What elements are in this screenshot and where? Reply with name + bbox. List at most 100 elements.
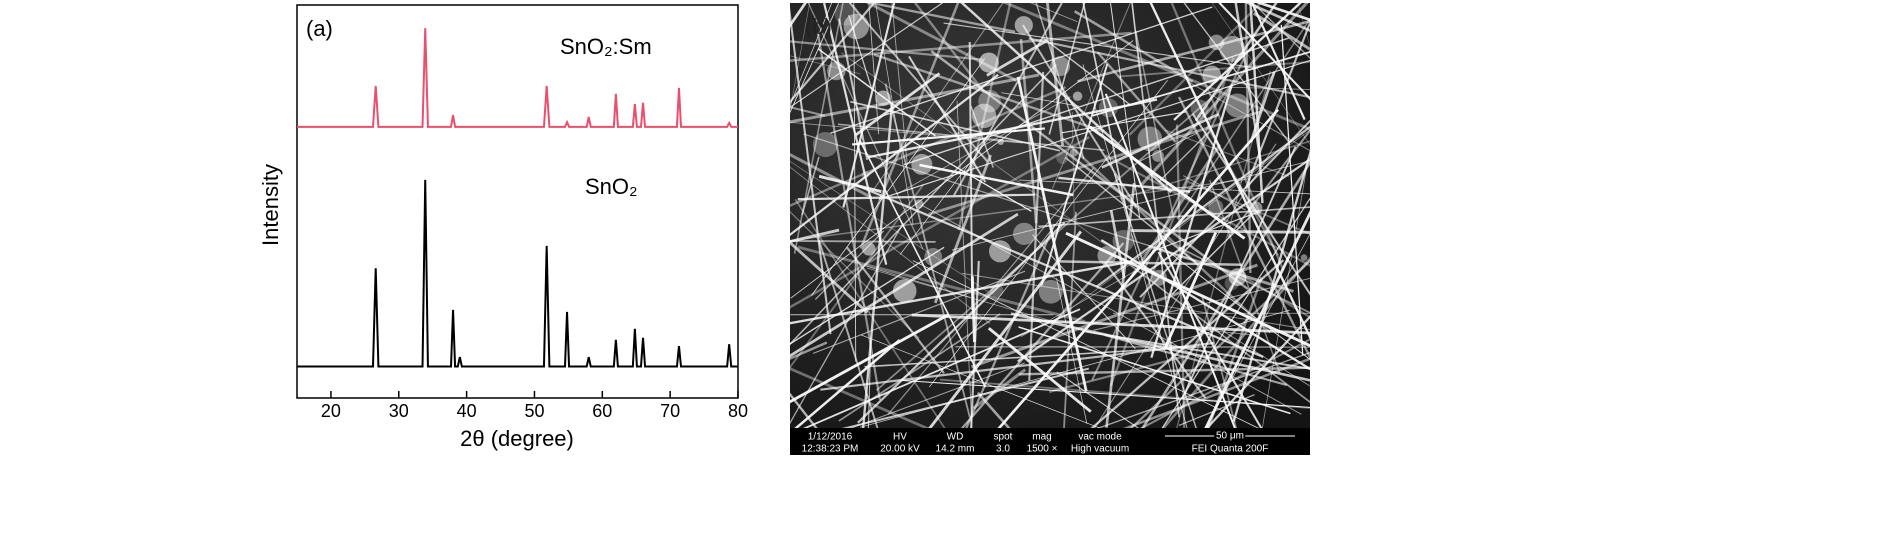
fiber [1250, 3, 1306, 121]
fiber [1176, 70, 1272, 428]
info-text: mag [1032, 432, 1051, 443]
fiber [1001, 92, 1079, 107]
fiber [790, 210, 920, 339]
fiber-cluster [1056, 152, 1069, 164]
fiber [1134, 30, 1175, 217]
panel-label: (a) [306, 16, 333, 41]
fiber [1221, 329, 1310, 387]
fiber-cluster [1137, 126, 1163, 152]
fiber [860, 334, 1101, 428]
fiber [913, 3, 985, 93]
fiber [976, 391, 1011, 428]
fiber [794, 338, 901, 428]
fiber [790, 240, 869, 314]
fiber-cluster [843, 13, 870, 40]
fiber [1065, 231, 1310, 348]
panel-label: (b) [805, 14, 832, 39]
fiber [930, 50, 1249, 290]
info-bar [790, 428, 1310, 455]
fiber [790, 64, 1057, 346]
fiber [1244, 3, 1252, 274]
fiber [1139, 3, 1309, 187]
fiber [1061, 111, 1187, 134]
fiber [811, 58, 986, 296]
info-text: 20.00 kV [880, 444, 920, 455]
x-tick-label: 80 [728, 401, 748, 421]
series-label: SnO₂:Sm [560, 34, 652, 59]
fiber [790, 367, 930, 428]
info-text: vac mode [1078, 432, 1122, 443]
fiber [866, 3, 1016, 33]
fiber [1049, 354, 1189, 393]
fiber [1050, 129, 1310, 324]
fiber [1030, 3, 1078, 23]
fiber [797, 245, 1086, 323]
fiber [1010, 312, 1310, 382]
fiber [790, 3, 944, 109]
fiber [816, 32, 881, 400]
fiber [1158, 131, 1210, 183]
fiber [1105, 182, 1136, 428]
fiber [1110, 3, 1141, 218]
fiber [1040, 63, 1109, 286]
x-tick-label: 30 [389, 401, 409, 421]
fiber [907, 137, 1032, 212]
fiber [790, 260, 1133, 325]
fiber [1139, 119, 1310, 298]
fiber-cluster [1208, 34, 1225, 51]
fiber [878, 59, 1310, 200]
fiber [1234, 3, 1263, 165]
fiber-cluster [1012, 222, 1036, 245]
fiber [807, 3, 924, 250]
fiber [1194, 3, 1278, 122]
fiber [908, 55, 987, 183]
series-label: SnO₂ [585, 174, 638, 199]
fiber [841, 367, 1090, 428]
fiber [1205, 233, 1310, 428]
x-axis-label: 2θ (degree) [460, 426, 574, 451]
fiber [1255, 3, 1310, 22]
fiber [1207, 277, 1263, 428]
fiber [887, 167, 1095, 415]
fiber [956, 100, 973, 428]
fiber-cluster [1097, 246, 1117, 266]
fiber-cluster [1249, 201, 1263, 215]
fiber [790, 166, 991, 324]
fiber-cluster [827, 61, 846, 81]
fiber [928, 80, 1168, 388]
fiber [866, 267, 1092, 333]
fiber [1176, 17, 1310, 220]
fiber-cluster [1014, 16, 1033, 35]
fiber [790, 31, 1132, 62]
fiber [861, 103, 894, 428]
fiber [1178, 394, 1255, 427]
fiber-cluster [1072, 91, 1083, 101]
fiber [859, 139, 987, 388]
fiber [912, 260, 1259, 428]
fiber [1043, 37, 1131, 106]
fiber-cluster [1069, 148, 1078, 157]
fiber [1028, 71, 1045, 381]
fiber [951, 160, 1310, 251]
x-tick-label: 70 [660, 401, 680, 421]
fiber-cluster [862, 242, 876, 256]
fiber [1161, 197, 1310, 428]
fiber [1131, 3, 1180, 418]
info-text: WD [947, 432, 964, 443]
fiber [1121, 258, 1310, 404]
fiber [1091, 58, 1245, 381]
fiber-cluster [1208, 199, 1224, 215]
fiber [928, 110, 1262, 216]
fiber [1082, 3, 1130, 221]
fiber [790, 184, 925, 369]
fiber [852, 182, 1264, 358]
fiber [865, 3, 1018, 82]
fiber [865, 265, 970, 298]
fiber [1162, 246, 1310, 360]
fiber [812, 270, 1026, 354]
fiber [919, 163, 1074, 197]
fiber-cluster [812, 131, 838, 158]
fiber [1235, 271, 1310, 319]
fiber [1227, 128, 1310, 238]
fiber [1148, 244, 1294, 293]
